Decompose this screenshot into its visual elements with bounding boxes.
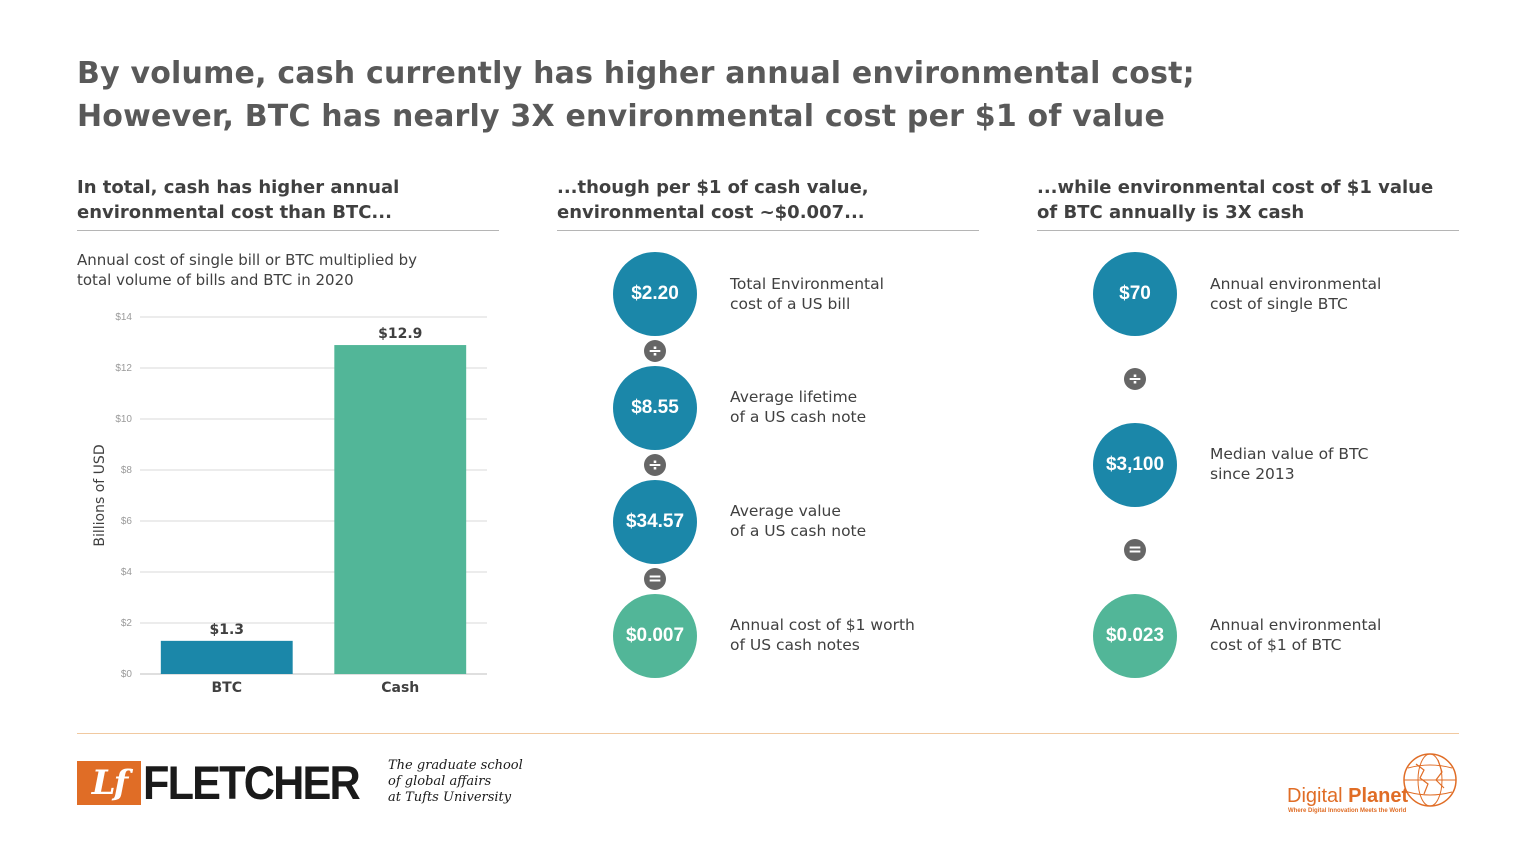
title-line-2: However, BTC has nearly 3X environmental… — [77, 99, 1166, 134]
description-line-1: Annual environmental — [1210, 616, 1382, 634]
digital-planet-tagline: Where Digital Innovation Meets the World — [1288, 808, 1407, 814]
description-line-1: Average lifetime — [730, 388, 858, 406]
fletcher-tagline-line-3: at Tufts University — [388, 790, 512, 805]
note-lifetime-description: Average lifetime of a US cash note — [730, 387, 990, 427]
description-line-2: of US cash notes — [730, 636, 860, 654]
description-line-2: of a US cash note — [730, 408, 867, 426]
description-line-2: cost of $1 of BTC — [1210, 636, 1342, 654]
description-line-1: Median value of BTC — [1210, 445, 1369, 463]
description-line-1: Total Environmental — [730, 275, 884, 293]
divide-icon: ÷ — [1124, 368, 1146, 390]
column-heading-line-1: ...while environmental cost of $1 value — [1037, 177, 1434, 198]
value-circle-cash-per-dollar: $0.007 — [613, 594, 697, 678]
column-heading-line-2: of BTC annually is 3X cash — [1037, 202, 1305, 223]
column-heading: In total, cash has higher annual environ… — [77, 175, 499, 231]
y-tick-label: $2 — [121, 618, 133, 629]
value-circle-note-value: $34.57 — [613, 480, 697, 564]
globe-icon — [1403, 753, 1457, 807]
btc-median-description: Median value of BTC since 2013 — [1210, 444, 1470, 484]
description-line-2: cost of a US bill — [730, 295, 851, 313]
value-circle-btc-cost: $70 — [1093, 252, 1177, 336]
footer-divider — [77, 733, 1459, 734]
description-line-2: since 2013 — [1210, 465, 1295, 483]
fletcher-logo-mark: Lf — [77, 761, 141, 805]
y-axis-label: Billions of USD — [92, 444, 108, 546]
title-line-1: By volume, cash currently has higher ann… — [77, 56, 1195, 91]
column-btc-per-dollar: ...while environmental cost of $1 value … — [1037, 175, 1459, 231]
description-line-1: Annual environmental — [1210, 275, 1382, 293]
y-tick-label: $8 — [121, 465, 133, 476]
value-circle-btc-median: $3,100 — [1093, 423, 1177, 507]
page-title: By volume, cash currently has higher ann… — [77, 52, 1477, 138]
note-value-description: Average value of a US cash note — [730, 501, 990, 541]
fletcher-logo-wordmark: FLETCHER — [143, 756, 361, 809]
btc-per-dollar-description: Annual environmental cost of $1 of BTC — [1210, 615, 1470, 655]
bar-chart: $0 $2 $4 $6 $8 $10 $12 $14 Billions of USD $1.3 BT… — [92, 312, 487, 696]
data-label: $1.3 — [209, 622, 244, 638]
y-tick-label: $4 — [121, 567, 133, 578]
column-heading-line-2: environmental cost ~$0.007... — [557, 202, 865, 223]
fletcher-tagline-line-1: The graduate school — [388, 758, 523, 773]
y-tick-label: $14 — [115, 312, 132, 323]
bill-cost-description: Total Environmental cost of a US bill — [730, 274, 990, 314]
chart-subtitle-line-1: Annual cost of single bill or BTC multip… — [77, 251, 418, 269]
column-heading-line-2: environmental cost than BTC... — [77, 202, 392, 223]
column-heading: ...while environmental cost of $1 value … — [1037, 175, 1459, 231]
x-tick-label: Cash — [381, 680, 419, 696]
digital-planet-word-2: Planet — [1348, 785, 1409, 807]
chart-subtitle: Annual cost of single bill or BTC multip… — [77, 250, 507, 290]
y-tick-label: $10 — [115, 414, 132, 425]
y-tick-label: $12 — [115, 363, 132, 374]
btc-cost-description: Annual environmental cost of single BTC — [1210, 274, 1470, 314]
value-circle-bill-cost: $2.20 — [613, 252, 697, 336]
value-circle-btc-per-dollar: $0.023 — [1093, 594, 1177, 678]
value-circle-note-lifetime: $8.55 — [613, 366, 697, 450]
column-heading-line-1: ...though per $1 of cash value, — [557, 177, 869, 198]
description-line-1: Annual cost of $1 worth — [730, 616, 915, 634]
divide-icon: ÷ — [644, 340, 666, 362]
description-line-1: Average value — [730, 502, 841, 520]
fletcher-tagline: The graduate school of global affairs at… — [388, 758, 523, 806]
data-label: $12.9 — [378, 326, 422, 342]
digital-planet-wordmark: Digital Planet — [1287, 785, 1408, 808]
equals-icon: = — [644, 568, 666, 590]
x-tick-label: BTC — [212, 680, 243, 696]
description-line-2: of a US cash note — [730, 522, 867, 540]
equals-icon: = — [1124, 539, 1146, 561]
description-line-2: cost of single BTC — [1210, 295, 1348, 313]
cash-per-dollar-description: Annual cost of $1 worth of US cash notes — [730, 615, 990, 655]
bar-cash — [334, 345, 467, 674]
divide-icon: ÷ — [644, 454, 666, 476]
column-cash-per-dollar: ...though per $1 of cash value, environm… — [557, 175, 979, 231]
column-total-cost: In total, cash has higher annual environ… — [77, 175, 499, 231]
chart-subtitle-line-2: total volume of bills and BTC in 2020 — [77, 271, 354, 289]
bar-btc — [160, 640, 293, 674]
column-heading-line-1: In total, cash has higher annual — [77, 177, 400, 198]
y-tick-label: $0 — [121, 669, 133, 680]
fletcher-tagline-line-2: of global affairs — [388, 774, 492, 789]
y-tick-label: $6 — [121, 516, 133, 527]
column-heading: ...though per $1 of cash value, environm… — [557, 175, 979, 231]
digital-planet-word-1: Digital — [1287, 785, 1343, 807]
